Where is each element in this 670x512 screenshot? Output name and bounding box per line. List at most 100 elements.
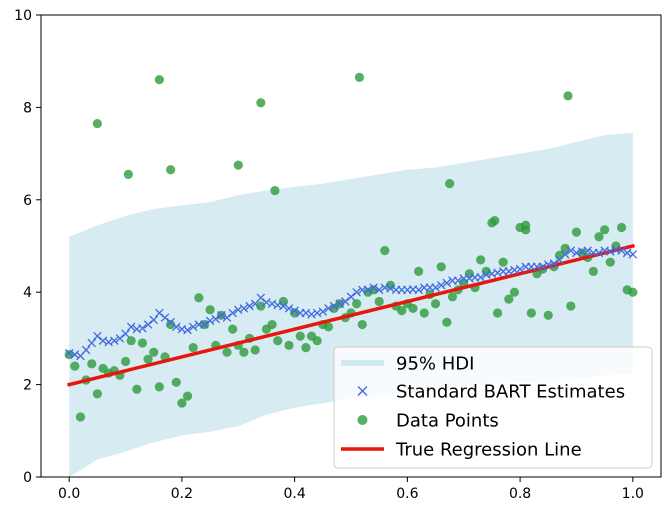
y-tick-label: 4 [23,285,32,301]
bart-estimate-marker [346,292,356,302]
data-point [312,336,322,346]
bart-estimate-marker [143,320,153,329]
bart-estimate-marker [256,293,266,303]
data-point [171,377,181,387]
bart-estimate-marker [279,301,288,311]
legend-label: 95% HDI [396,354,474,375]
bart-estimate-marker [87,338,96,348]
data-point [563,91,573,101]
data-point [143,354,153,364]
data-point [588,266,598,277]
data-point [205,305,215,315]
bart-estimate-marker [583,246,592,255]
bart-estimate-marker [93,331,102,341]
bart-estimate-marker [205,316,215,326]
data-point [605,257,615,267]
bart-estimate-marker [436,281,446,290]
data-point [137,338,148,348]
bart-estimate-marker [369,283,378,292]
data-point [278,296,288,307]
bart-estimate-marker [352,287,361,297]
y-tick-label: 8 [23,100,32,116]
bart-estimate-marker [515,264,525,274]
data-point [64,349,74,360]
data-point [92,389,102,399]
data-point [233,160,243,170]
data-point [120,356,131,367]
data-point [445,179,455,189]
data-point [594,232,604,242]
bart-estimate-marker [160,313,170,322]
data-point [521,220,531,230]
data-point [323,322,334,332]
bart-estimate-marker [374,285,384,295]
bart-estimate-marker [566,246,576,255]
x-tick-label: 0.8 [509,486,531,502]
data-point [498,257,508,267]
axes: 0.0 0.2 0.4 0.6 0.8 1.0 0 2 4 6 8 10 [14,8,662,502]
data-point [154,75,164,85]
bart-estimate-marker [110,336,119,345]
data-point [87,359,97,369]
bart-estimate-marker [606,247,615,256]
legend-label: True Regression Line [395,440,582,461]
data-point [270,185,280,196]
legend-box [333,346,653,469]
data-point [188,343,198,353]
data-point [628,287,638,297]
bart-estimate-marker [329,301,339,311]
y-tick-label: 10 [14,8,32,24]
bart-estimate-marker [149,315,158,325]
y-tick-label: 0 [23,470,32,486]
data-point [256,98,266,108]
x-tick-label: 0.4 [284,486,306,502]
data-point [70,361,80,371]
bart-estimate-marker [363,285,373,295]
bart-estimate-marker [442,278,452,288]
data-point [354,72,365,82]
data-point [267,319,277,330]
data-point [284,340,294,350]
data-point [222,347,232,357]
bart-estimate-marker [138,323,147,333]
bart-estimate-marker [335,299,344,309]
data-point [177,398,187,408]
data-point [447,292,458,302]
axes-frame [40,14,662,478]
bart-estimate-marker [560,250,570,259]
bart-estimate-marker [200,320,209,329]
data-point [92,118,102,129]
bart-estimate-marker [324,304,333,313]
bart-estimate-marker [538,262,547,272]
bart-estimate-marker [318,307,328,316]
legend-label: Standard BART Estimates [396,382,625,403]
legend-label: Data Points [396,411,499,432]
bart-estimate-marker [126,322,136,332]
bart-estimate-marker [617,246,626,255]
bart-estimate-marker [414,285,423,295]
data-point [132,384,142,394]
bart-estimate-marker [284,304,294,313]
data-point [182,391,193,401]
data-point [228,324,238,334]
data-point [560,243,570,253]
data-point [380,246,390,256]
bart-estimate-marker [228,308,237,318]
bart-estimate-marker [115,334,125,343]
bart-estimate-marker [217,311,226,320]
data-point [123,169,133,179]
x-tick-label: 0.6 [396,486,418,502]
data-point [295,331,305,341]
data-point [256,301,266,311]
data-point [154,382,164,392]
data-point [430,299,441,309]
bart-estimate-marker [476,273,485,282]
data-point [526,308,536,318]
data-point [397,306,407,316]
bart-estimate-marker [594,248,604,258]
bart-estimate-marker [245,301,254,311]
data-point [352,299,362,309]
data-point [504,294,514,304]
data-point [290,308,300,318]
